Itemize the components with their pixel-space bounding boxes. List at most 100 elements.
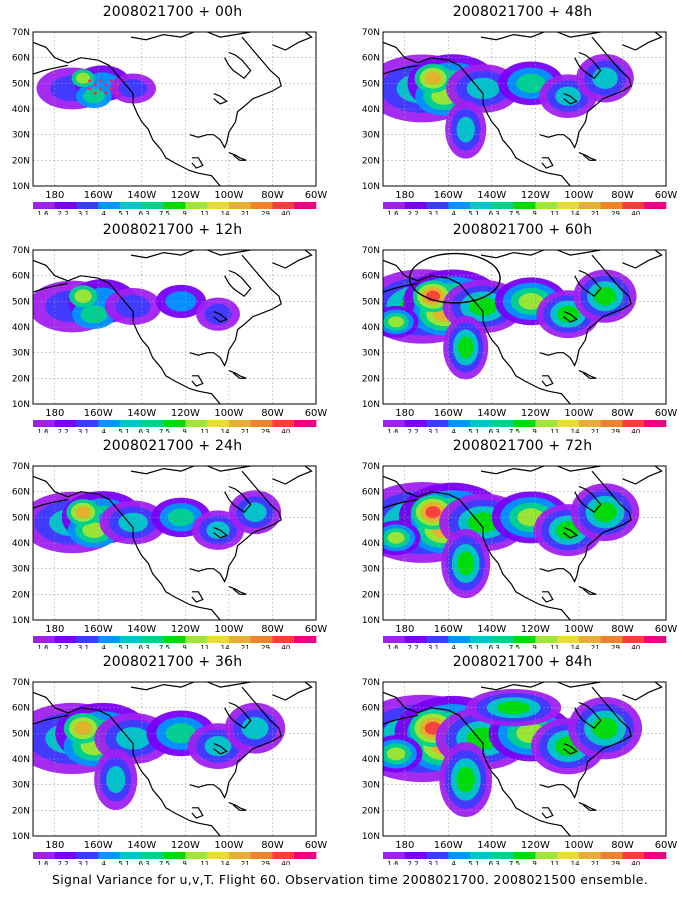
colorbar-tick-label: 1.6 — [387, 644, 399, 649]
variance-contour — [119, 79, 148, 98]
lat-tick-label: 50N — [12, 297, 30, 307]
lon-tick-label: 160W — [84, 624, 113, 635]
lat-tick-label: 10N — [12, 182, 30, 192]
colorbar-swatch — [294, 202, 317, 209]
colorbar-tick-label: 11 — [550, 644, 559, 649]
colorbar: 1.6 2.2 3.1 4 5.1 6.3 7.5 9 11 14 21 29 40 — [383, 202, 667, 215]
variance-contour — [82, 88, 105, 104]
lon-tick-label: 80W — [261, 840, 284, 851]
colorbar-tick-label: 4 — [101, 644, 106, 649]
colorbar-tick-label: 9 — [182, 210, 186, 215]
colorbar-swatch — [54, 852, 77, 859]
colorbar-tick-label: 14 — [221, 644, 230, 649]
colorbar-tick-label: 3.1 — [78, 644, 89, 649]
colorbar-swatch — [600, 202, 623, 209]
colorbar-tick-label: 40 — [281, 644, 290, 649]
colorbar-tick-label: 4 — [451, 860, 456, 865]
map-figure: 70N 60N 50N 40N 30N 20N 10N 180 160W 140W 120W 100W… — [362, 462, 678, 649]
variance-field — [33, 279, 240, 333]
colorbar-swatch — [207, 420, 230, 427]
colorbar-tick-label: 14 — [221, 210, 230, 215]
lon-tick-label: 100W — [564, 840, 593, 851]
colorbar-swatch — [622, 202, 645, 209]
colorbar-swatch — [383, 420, 406, 427]
colorbar-swatch — [76, 636, 99, 643]
colorbar-swatch — [470, 852, 493, 859]
lon-tick-label: 140W — [477, 408, 506, 419]
colorbar-tick-label: 40 — [631, 644, 640, 649]
colorbar-swatch — [578, 202, 601, 209]
lon-tick-label: 60W — [655, 840, 678, 851]
lon-tick-label: 60W — [305, 840, 328, 851]
lat-tick-label: 20N — [12, 156, 30, 166]
variance-field — [383, 269, 637, 380]
map-panel-72h: 70N 60N 50N 40N 30N 20N 10N 180 160W 140W 120W 100W… — [350, 434, 695, 649]
lon-tick-label: 160W — [434, 624, 463, 635]
lat-tick-label: 40N — [12, 105, 30, 115]
colorbar-tick-label: 11 — [550, 860, 559, 865]
lon-tick-label: 80W — [261, 408, 284, 419]
lon-tick-label: 100W — [564, 408, 593, 419]
colorbar-tick-label: 29 — [611, 644, 620, 649]
colorbar-tick-label: 14 — [571, 860, 580, 865]
colorbar-tick-label: 21 — [241, 644, 250, 649]
variance-contour — [74, 721, 92, 735]
lon-tick-label: 160W — [434, 408, 463, 419]
colorbar-tick-label: 1.6 — [37, 860, 49, 865]
lat-tick-label: 60N — [12, 704, 30, 714]
variance-field — [383, 688, 643, 817]
colorbar-swatch — [185, 852, 208, 859]
lat-tick-label: 20N — [362, 156, 380, 166]
variance-contour — [469, 297, 498, 316]
variance-contour — [386, 747, 406, 761]
lon-tick-label: 140W — [477, 624, 506, 635]
colorbar-tick-label: 5.1 — [118, 644, 129, 649]
colorbar-tick-label: 7.5 — [159, 644, 170, 649]
lat-tick-label: 10N — [362, 400, 380, 410]
colorbar-swatch — [622, 852, 645, 859]
colorbar-tick-label: 7.5 — [509, 860, 520, 865]
lon-tick-label: 100W — [214, 190, 243, 201]
colorbar-tick-label: 14 — [221, 428, 230, 433]
lat-tick-label: 70N — [362, 462, 380, 472]
colorbar: 1.6 2.2 3.1 4 5.1 6.3 7.5 9 11 14 21 29 40 — [383, 636, 667, 649]
variance-contour — [556, 521, 580, 540]
lat-tick-label: 40N — [362, 755, 380, 765]
colorbar-tick-label: 40 — [281, 428, 290, 433]
map-figure: 70N 60N 50N 40N 30N 20N 10N 180 160W 140W 120W 100W… — [12, 462, 328, 649]
colorbar-tick-label: 11 — [550, 428, 559, 433]
colorbar-tick-label: 40 — [281, 860, 290, 865]
colorbar-tick-label: 1.6 — [387, 210, 399, 215]
lat-tick-label: 60N — [362, 54, 380, 64]
colorbar: 1.6 2.2 3.1 4 5.1 6.3 7.5 9 11 14 21 29 40 — [33, 420, 317, 433]
lat-tick-label: 50N — [362, 297, 380, 307]
colorbar-tick-label: 29 — [261, 860, 270, 865]
variance-contour — [80, 305, 108, 324]
variance-contour — [497, 701, 531, 715]
coastline — [383, 466, 663, 620]
colorbar-swatch — [33, 852, 56, 859]
map-panel-84h: 70N 60N 50N 40N 30N 20N 10N 180 160W 140W 120W 100W… — [350, 650, 695, 865]
colorbar-tick-label: 5.1 — [118, 428, 129, 433]
colorbar-swatch — [513, 420, 536, 427]
colorbar-tick-label: 5.1 — [468, 428, 479, 433]
colorbar-swatch — [557, 636, 580, 643]
colorbar: 1.6 2.2 3.1 4 5.1 6.3 7.5 9 11 14 21 29 40 — [33, 636, 317, 649]
lon-tick-label: 180 — [45, 624, 64, 635]
lat-tick-label: 30N — [12, 349, 30, 359]
colorbar-swatch — [535, 202, 558, 209]
map-figure: 70N 60N 50N 40N 30N 20N 10N 180 160W 140W 120W 100W… — [362, 678, 678, 865]
colorbar-swatch — [622, 420, 645, 427]
map-panel-12h: 70N 60N 50N 40N 30N 20N 10N 180 160W 140W 120W 100W… — [0, 218, 345, 433]
colorbar-tick-label: 29 — [261, 428, 270, 433]
colorbar-swatch — [141, 852, 164, 859]
colorbar-swatch — [600, 420, 623, 427]
colorbar-tick-label: 9 — [182, 860, 186, 865]
colorbar-swatch — [250, 202, 273, 209]
colorbar-tick-label: 1.6 — [37, 644, 49, 649]
variance-contour — [593, 502, 617, 523]
colorbar-swatch — [513, 636, 536, 643]
colorbar-tick-label: 3.1 — [78, 860, 89, 865]
colorbar-tick-label: 2.2 — [408, 644, 419, 649]
colorbar-tick-label: 2.2 — [58, 210, 69, 215]
